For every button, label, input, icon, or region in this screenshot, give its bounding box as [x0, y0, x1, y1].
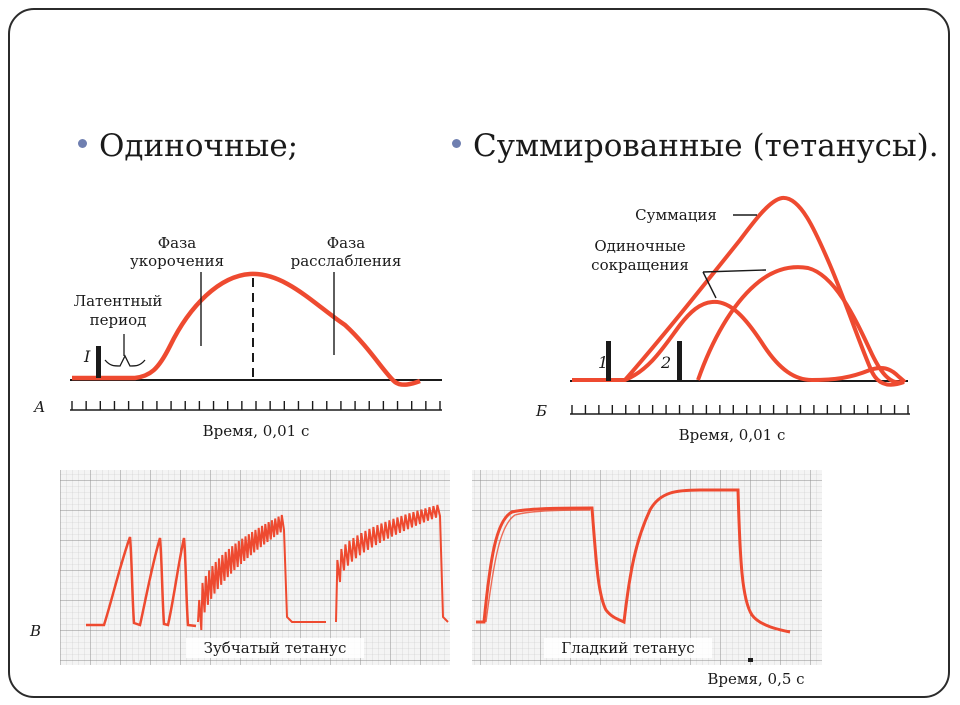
stimulus-label: I [83, 347, 91, 366]
panel-b-time-axis [570, 405, 910, 415]
panel-b-letter: Б [535, 402, 547, 420]
panel-v: Зубчатый тетанус Гладкий тетанус В Время… [29, 470, 822, 688]
bullet-dot-icon [78, 139, 87, 148]
panel-b: Б Суммация Одиночные сокращения 1 2 Врем… [535, 196, 910, 444]
smooth-tetanus-label: Гладкий тетанус [561, 639, 694, 657]
panel-a: А Фаза укорочения Фаза расслабления Лате… [33, 234, 442, 440]
serrated-tetanus-trace-2 [335, 504, 449, 623]
latent-period-brace [104, 354, 146, 367]
summation-label: Суммация [635, 206, 717, 224]
shortening-label-line1: Фаза [158, 234, 197, 252]
relaxation-label-line2: расслабления [291, 252, 402, 270]
panel-a-time-axis [70, 401, 442, 411]
serrated-grid [60, 470, 450, 665]
panel-b-time-label: Время, 0,01 с [679, 426, 786, 444]
shortening-label-line2: укорочения [130, 252, 224, 270]
panel-a-time-label: Время, 0,01 с [203, 422, 310, 440]
second-single-contraction-curve [696, 265, 903, 385]
stimulus-1-label: 1 [598, 353, 608, 372]
single-contractions-label-line2: сокращения [591, 256, 689, 274]
bullet-summed-text: Суммированные (тетанусы). [473, 128, 939, 164]
smooth-label-bg [544, 638, 712, 658]
stimulus-2-mark [677, 341, 682, 381]
bullet-single: Одиночные; [78, 128, 298, 164]
single-twitches-trace [86, 536, 197, 628]
bullet-single-text: Одиночные; [99, 128, 299, 164]
summation-curve [623, 196, 905, 387]
first-single-contraction-curve [572, 299, 907, 384]
serrated-tetanus-label: Зубчатый тетанус [204, 639, 347, 657]
serrated-tetanus-trace-1 [197, 514, 326, 631]
smooth-tetanus-trace-shadow [485, 509, 591, 623]
single-pointer-right [702, 269, 767, 273]
stimulus-1-mark [606, 341, 611, 381]
panel-v-letter: В [29, 622, 41, 640]
single-twitch-curve [72, 271, 421, 387]
smooth-tetanus-trace [476, 488, 791, 634]
relaxation-label-line1: Фаза [327, 234, 366, 252]
smooth-grid [472, 470, 822, 665]
single-contractions-label-line1: Одиночные [594, 237, 685, 255]
stimulus-2-label: 2 [660, 353, 671, 372]
bullet-dot-icon [452, 139, 461, 148]
latent-label-line2: период [90, 311, 147, 329]
panel-a-letter: А [33, 398, 45, 416]
serrated-label-bg [186, 638, 364, 658]
latent-label-line1: Латентный [74, 292, 163, 310]
bullet-summed: Суммированные (тетанусы). [452, 128, 939, 164]
time-scale-mark [748, 658, 753, 662]
stimulus-mark [96, 346, 101, 378]
panel-v-time-label: Время, 0,5 с [707, 670, 804, 688]
single-pointer-down [702, 271, 717, 299]
